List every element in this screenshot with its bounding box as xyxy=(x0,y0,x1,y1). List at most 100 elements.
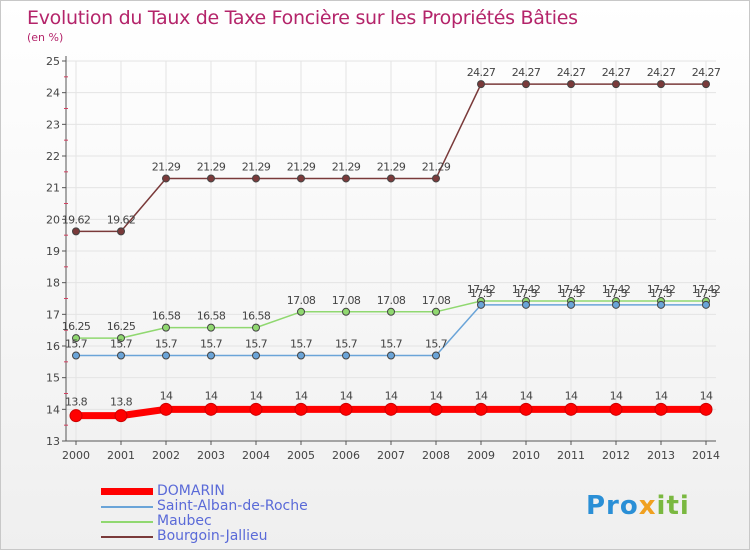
data-point xyxy=(612,300,620,309)
data-point xyxy=(72,227,80,236)
data-point xyxy=(657,80,665,89)
data-label: 17.42 xyxy=(467,283,496,296)
x-tick-label: 2001 xyxy=(107,449,135,462)
data-point xyxy=(249,402,263,416)
data-point xyxy=(72,351,80,360)
data-point xyxy=(297,307,305,316)
data-point xyxy=(252,323,260,332)
brand-logo-part: x xyxy=(638,491,657,521)
brand-logo-part: iti xyxy=(656,491,690,521)
y-tick-label: 15 xyxy=(46,372,60,385)
chart-title: Evolution du Taux de Taxe Foncière sur l… xyxy=(27,7,578,29)
data-point xyxy=(657,300,665,309)
data-label: 21.29 xyxy=(332,160,361,173)
data-point xyxy=(207,351,215,360)
data-label: 17.42 xyxy=(557,283,586,296)
data-point xyxy=(612,80,620,89)
legend-label: DOMARIN xyxy=(157,483,225,499)
data-label: 14 xyxy=(430,389,443,402)
x-tick-label: 2010 xyxy=(512,449,540,462)
data-point xyxy=(567,80,575,89)
data-label: 14 xyxy=(565,389,578,402)
unit-label: (en %) xyxy=(27,31,64,44)
data-label: 24.27 xyxy=(647,66,676,79)
data-label: 17.3 xyxy=(515,287,538,300)
data-label: 15.7 xyxy=(155,338,178,351)
data-label: 24.27 xyxy=(512,66,541,79)
x-tick-label: 2009 xyxy=(467,449,495,462)
data-label: 17.3 xyxy=(650,287,673,300)
y-tick-label: 14 xyxy=(46,403,60,416)
data-point xyxy=(252,174,260,183)
y-tick-label: 22 xyxy=(46,150,60,163)
data-label: 15.7 xyxy=(200,338,223,351)
data-label: 17.42 xyxy=(692,283,721,296)
data-point xyxy=(72,334,80,343)
data-point xyxy=(477,80,485,89)
data-point xyxy=(522,300,530,309)
data-point xyxy=(432,307,440,316)
series-maubec: 16.25 16.25 16.58 16.58 16.58 17.08 17.08 17.08… xyxy=(62,283,721,343)
data-label: 21.29 xyxy=(197,160,226,173)
data-point xyxy=(339,402,353,416)
data-point xyxy=(117,351,125,360)
data-point xyxy=(297,351,305,360)
x-tick-label: 2014 xyxy=(692,449,720,462)
data-label: 14 xyxy=(475,389,488,402)
x-tick-label: 2011 xyxy=(557,449,585,462)
data-label: 17.3 xyxy=(560,287,583,300)
x-tick-label: 2007 xyxy=(377,449,405,462)
data-label: 16.58 xyxy=(242,310,271,323)
data-point xyxy=(162,174,170,183)
data-point xyxy=(342,351,350,360)
data-point xyxy=(342,307,350,316)
data-point xyxy=(159,402,173,416)
data-label: 24.27 xyxy=(692,66,721,79)
series-domarin: 13.8 13.8 14 14 14 14 14 14 14 14 14 14 14 14 14 xyxy=(65,389,714,423)
data-label: 15.7 xyxy=(335,338,358,351)
data-label: 14 xyxy=(655,389,668,402)
data-label: 14 xyxy=(610,389,623,402)
data-label: 15.7 xyxy=(245,338,268,351)
data-point xyxy=(162,351,170,360)
data-point xyxy=(117,227,125,236)
data-label: 19.62 xyxy=(62,213,91,226)
data-label: 14 xyxy=(250,389,263,402)
data-label: 24.27 xyxy=(557,66,586,79)
legend-swatch xyxy=(101,506,153,508)
data-point xyxy=(474,402,488,416)
y-tick-label: 18 xyxy=(46,277,60,290)
data-label: 14 xyxy=(520,389,533,402)
data-label: 16.25 xyxy=(107,320,136,333)
data-label: 17.42 xyxy=(602,283,631,296)
data-point xyxy=(429,402,443,416)
x-tick-label: 2008 xyxy=(422,449,450,462)
data-label: 17.08 xyxy=(332,294,361,307)
data-label: 15.7 xyxy=(110,338,133,351)
data-label: 21.29 xyxy=(287,160,316,173)
y-tick-label: 25 xyxy=(46,55,60,68)
x-tick-label: 2012 xyxy=(602,449,630,462)
x-tick-label: 2005 xyxy=(287,449,315,462)
data-label: 16.25 xyxy=(62,320,91,333)
y-tick-label: 23 xyxy=(46,118,60,131)
data-label: 14 xyxy=(340,389,353,402)
series-saint-alban-de-roche: 15.7 15.7 15.7 15.7 15.7 15.7 15.7 15.7 15.7 17.3… xyxy=(65,287,718,360)
y-tick-label: 16 xyxy=(46,340,60,353)
data-point xyxy=(702,80,710,89)
data-label: 17.08 xyxy=(287,294,316,307)
data-label: 17.42 xyxy=(512,283,541,296)
brand-logo: Proxiti xyxy=(586,491,690,521)
data-label: 21.29 xyxy=(422,160,451,173)
data-label: 15.7 xyxy=(65,338,88,351)
x-tick-label: 2002 xyxy=(152,449,180,462)
legend-label: Saint-Alban-de-Roche xyxy=(157,498,308,514)
data-label: 14 xyxy=(205,389,218,402)
data-label: 19.62 xyxy=(107,213,136,226)
data-point xyxy=(387,351,395,360)
x-tick-label: 2003 xyxy=(197,449,225,462)
data-point xyxy=(207,174,215,183)
data-point xyxy=(162,323,170,332)
data-point xyxy=(609,402,623,416)
data-label: 14 xyxy=(160,389,173,402)
